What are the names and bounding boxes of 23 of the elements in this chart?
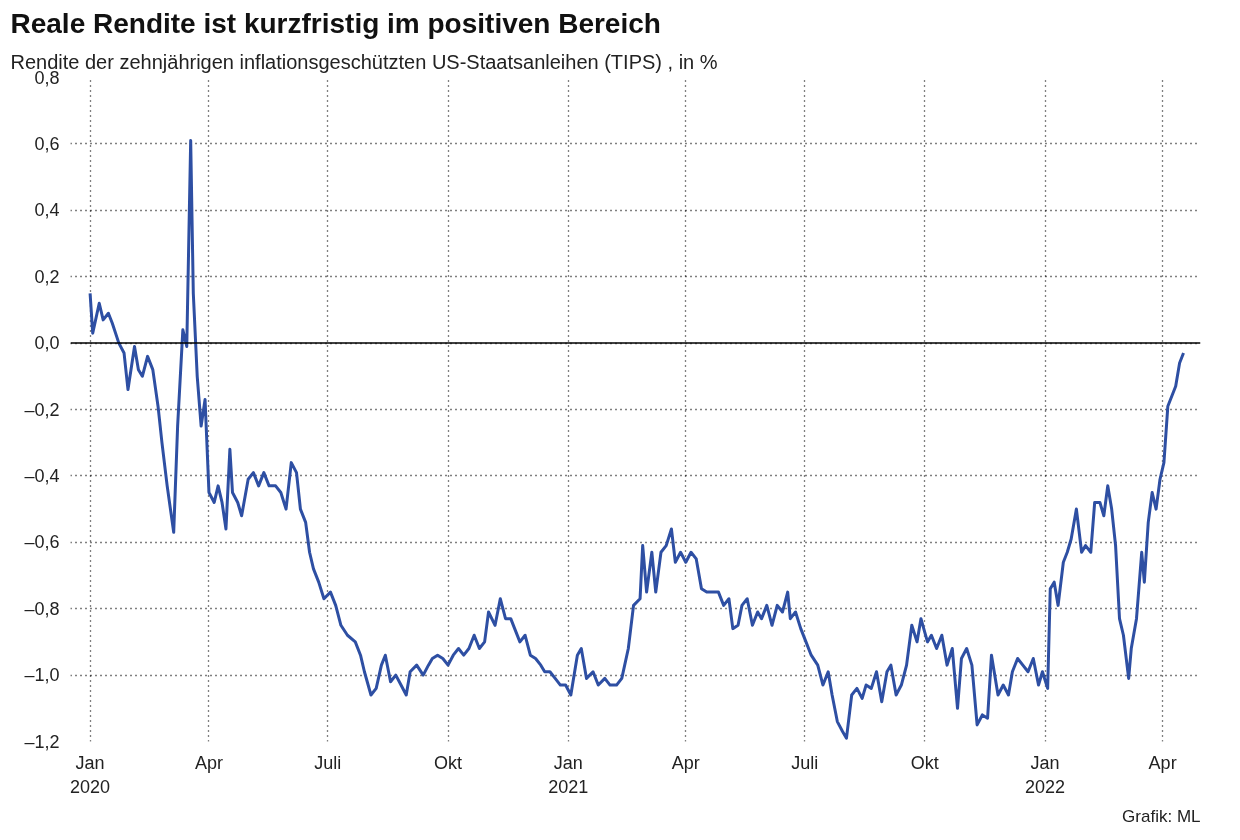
y-tick-label: 0,4 [34,200,60,221]
x-tick-label: Jan 2022 [1025,752,1066,797]
x-tick-label: Juli [791,752,819,773]
x-tick-label: Apr [194,752,223,773]
chart-title: Reale Rendite ist kurzfristig im positiven Bereich [10,7,661,39]
y-tick-label: –1,0 [24,665,60,686]
x-tick-label: Jan 2021 [548,752,589,797]
y-tick-label: –0,8 [24,598,60,619]
line-series [88,139,1186,740]
text: Grafik: ML [1122,806,1201,826]
y-tick-label: 0,6 [34,133,60,154]
y-tick-label: 0,2 [34,266,60,287]
x-tick-label: Okt [910,752,939,773]
y-tick-label: –0,2 [24,399,60,420]
y-tick-label: –1,2 [24,731,60,752]
x-tick-label: Juli [314,752,342,773]
x-tick-label: Okt [434,752,463,773]
y-tick-label: –0,6 [24,532,60,553]
y-tick-label: 0,0 [34,333,60,354]
y-tick-label: –0,4 [24,465,60,486]
x-tick-label: Apr [1148,752,1177,773]
x-tick-label: Jan 2020 [70,752,111,797]
x-tick-label: Apr [671,752,700,773]
